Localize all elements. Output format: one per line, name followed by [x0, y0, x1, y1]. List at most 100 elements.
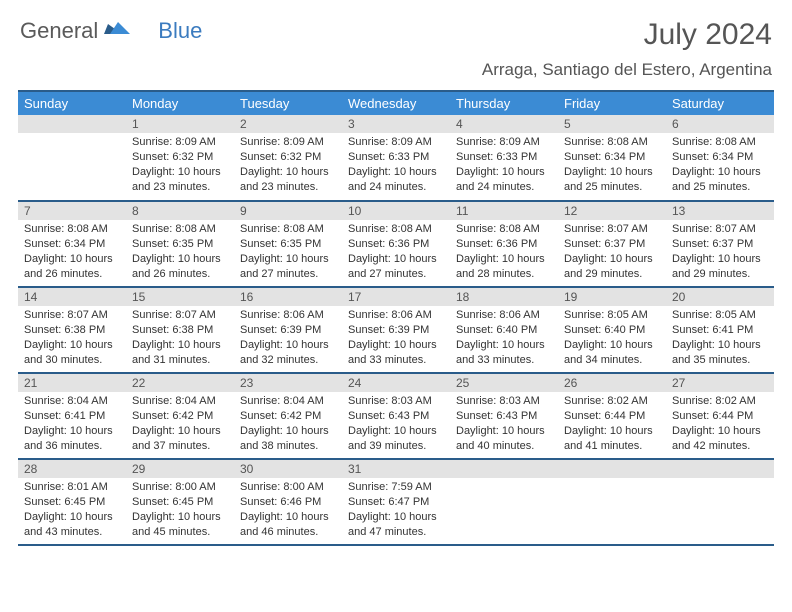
day-number: 21 [18, 374, 126, 392]
day-number: 26 [558, 374, 666, 392]
sunrise-text: Sunrise: 8:08 AM [348, 222, 444, 237]
daylight-text: Daylight: 10 hours and 23 minutes. [132, 165, 228, 195]
calendar-day-cell: 16Sunrise: 8:06 AMSunset: 6:39 PMDayligh… [234, 287, 342, 373]
brand-part2: Blue [158, 18, 202, 44]
sunset-text: Sunset: 6:44 PM [672, 409, 768, 424]
daylight-text: Daylight: 10 hours and 34 minutes. [564, 338, 660, 368]
daylight-text: Daylight: 10 hours and 46 minutes. [240, 510, 336, 540]
sunrise-text: Sunrise: 8:08 AM [456, 222, 552, 237]
daylight-text: Daylight: 10 hours and 41 minutes. [564, 424, 660, 454]
daylight-text: Daylight: 10 hours and 26 minutes. [24, 252, 120, 282]
calendar-week-row: 1Sunrise: 8:09 AMSunset: 6:32 PMDaylight… [18, 115, 774, 201]
calendar-day-cell: 5Sunrise: 8:08 AMSunset: 6:34 PMDaylight… [558, 115, 666, 201]
day-data: Sunrise: 8:07 AMSunset: 6:37 PMDaylight:… [558, 220, 666, 285]
sunset-text: Sunset: 6:37 PM [672, 237, 768, 252]
day-data: Sunrise: 8:05 AMSunset: 6:40 PMDaylight:… [558, 306, 666, 371]
calendar-day-cell: 6Sunrise: 8:08 AMSunset: 6:34 PMDaylight… [666, 115, 774, 201]
sunrise-text: Sunrise: 8:08 AM [132, 222, 228, 237]
sunrise-text: Sunrise: 8:07 AM [672, 222, 768, 237]
calendar-day-cell: 7Sunrise: 8:08 AMSunset: 6:34 PMDaylight… [18, 201, 126, 287]
day-number: 4 [450, 115, 558, 133]
sunset-text: Sunset: 6:34 PM [24, 237, 120, 252]
calendar-day-cell: 18Sunrise: 8:06 AMSunset: 6:40 PMDayligh… [450, 287, 558, 373]
day-data: Sunrise: 8:08 AMSunset: 6:34 PMDaylight:… [666, 133, 774, 198]
sunrise-text: Sunrise: 8:07 AM [132, 308, 228, 323]
calendar-week-row: 28Sunrise: 8:01 AMSunset: 6:45 PMDayligh… [18, 459, 774, 545]
calendar-day-cell: 19Sunrise: 8:05 AMSunset: 6:40 PMDayligh… [558, 287, 666, 373]
sunset-text: Sunset: 6:35 PM [132, 237, 228, 252]
day-number: 10 [342, 202, 450, 220]
sunset-text: Sunset: 6:40 PM [564, 323, 660, 338]
daylight-text: Daylight: 10 hours and 37 minutes. [132, 424, 228, 454]
day-number: 29 [126, 460, 234, 478]
weekday-header-row: SundayMondayTuesdayWednesdayThursdayFrid… [18, 91, 774, 115]
day-number: 18 [450, 288, 558, 306]
calendar-day-cell [18, 115, 126, 201]
day-data: Sunrise: 8:08 AMSunset: 6:34 PMDaylight:… [18, 220, 126, 285]
sunset-text: Sunset: 6:41 PM [24, 409, 120, 424]
daylight-text: Daylight: 10 hours and 24 minutes. [348, 165, 444, 195]
day-number: 23 [234, 374, 342, 392]
day-data: Sunrise: 8:09 AMSunset: 6:33 PMDaylight:… [450, 133, 558, 198]
calendar-day-cell: 15Sunrise: 8:07 AMSunset: 6:38 PMDayligh… [126, 287, 234, 373]
header: General Blue July 2024 Arraga, Santiago … [0, 0, 792, 84]
day-data: Sunrise: 8:02 AMSunset: 6:44 PMDaylight:… [558, 392, 666, 457]
sunrise-text: Sunrise: 8:01 AM [24, 480, 120, 495]
day-data: Sunrise: 7:59 AMSunset: 6:47 PMDaylight:… [342, 478, 450, 543]
sunrise-text: Sunrise: 8:04 AM [132, 394, 228, 409]
calendar-day-cell: 9Sunrise: 8:08 AMSunset: 6:35 PMDaylight… [234, 201, 342, 287]
day-number: 17 [342, 288, 450, 306]
day-number: 3 [342, 115, 450, 133]
day-data: Sunrise: 8:07 AMSunset: 6:38 PMDaylight:… [126, 306, 234, 371]
calendar-day-cell: 3Sunrise: 8:09 AMSunset: 6:33 PMDaylight… [342, 115, 450, 201]
day-data: Sunrise: 8:09 AMSunset: 6:32 PMDaylight:… [126, 133, 234, 198]
day-data: Sunrise: 8:04 AMSunset: 6:41 PMDaylight:… [18, 392, 126, 457]
sunset-text: Sunset: 6:32 PM [132, 150, 228, 165]
sunset-text: Sunset: 6:35 PM [240, 237, 336, 252]
sunset-text: Sunset: 6:47 PM [348, 495, 444, 510]
day-number: 20 [666, 288, 774, 306]
sunset-text: Sunset: 6:38 PM [132, 323, 228, 338]
sunrise-text: Sunrise: 8:08 AM [672, 135, 768, 150]
sunset-text: Sunset: 6:37 PM [564, 237, 660, 252]
brand-part1: General [20, 18, 98, 44]
day-number: 27 [666, 374, 774, 392]
day-number: 30 [234, 460, 342, 478]
sunrise-text: Sunrise: 8:02 AM [672, 394, 768, 409]
sunset-text: Sunset: 6:33 PM [456, 150, 552, 165]
daylight-text: Daylight: 10 hours and 28 minutes. [456, 252, 552, 282]
sunrise-text: Sunrise: 8:06 AM [348, 308, 444, 323]
day-data: Sunrise: 8:01 AMSunset: 6:45 PMDaylight:… [18, 478, 126, 543]
day-number-empty [450, 460, 558, 478]
day-data: Sunrise: 8:06 AMSunset: 6:39 PMDaylight:… [234, 306, 342, 371]
day-data: Sunrise: 8:07 AMSunset: 6:37 PMDaylight:… [666, 220, 774, 285]
sunset-text: Sunset: 6:38 PM [24, 323, 120, 338]
calendar-day-cell [450, 459, 558, 545]
day-number: 8 [126, 202, 234, 220]
calendar-day-cell: 24Sunrise: 8:03 AMSunset: 6:43 PMDayligh… [342, 373, 450, 459]
daylight-text: Daylight: 10 hours and 27 minutes. [240, 252, 336, 282]
calendar-day-cell [666, 459, 774, 545]
sunrise-text: Sunrise: 8:05 AM [564, 308, 660, 323]
day-number: 6 [666, 115, 774, 133]
calendar-day-cell: 13Sunrise: 8:07 AMSunset: 6:37 PMDayligh… [666, 201, 774, 287]
daylight-text: Daylight: 10 hours and 25 minutes. [672, 165, 768, 195]
daylight-text: Daylight: 10 hours and 39 minutes. [348, 424, 444, 454]
day-data: Sunrise: 8:00 AMSunset: 6:45 PMDaylight:… [126, 478, 234, 543]
sunset-text: Sunset: 6:36 PM [348, 237, 444, 252]
calendar-day-cell: 22Sunrise: 8:04 AMSunset: 6:42 PMDayligh… [126, 373, 234, 459]
brand-logo: General Blue [20, 18, 202, 44]
day-data: Sunrise: 8:08 AMSunset: 6:36 PMDaylight:… [450, 220, 558, 285]
sunrise-text: Sunrise: 8:08 AM [240, 222, 336, 237]
day-data: Sunrise: 8:08 AMSunset: 6:35 PMDaylight:… [234, 220, 342, 285]
daylight-text: Daylight: 10 hours and 43 minutes. [24, 510, 120, 540]
daylight-text: Daylight: 10 hours and 38 minutes. [240, 424, 336, 454]
calendar-day-cell: 10Sunrise: 8:08 AMSunset: 6:36 PMDayligh… [342, 201, 450, 287]
day-data: Sunrise: 8:08 AMSunset: 6:34 PMDaylight:… [558, 133, 666, 198]
title-block: July 2024 Arraga, Santiago del Estero, A… [482, 18, 772, 80]
day-data: Sunrise: 8:09 AMSunset: 6:33 PMDaylight:… [342, 133, 450, 198]
sunrise-text: Sunrise: 8:05 AM [672, 308, 768, 323]
weekday-header: Friday [558, 91, 666, 115]
daylight-text: Daylight: 10 hours and 25 minutes. [564, 165, 660, 195]
day-number: 22 [126, 374, 234, 392]
